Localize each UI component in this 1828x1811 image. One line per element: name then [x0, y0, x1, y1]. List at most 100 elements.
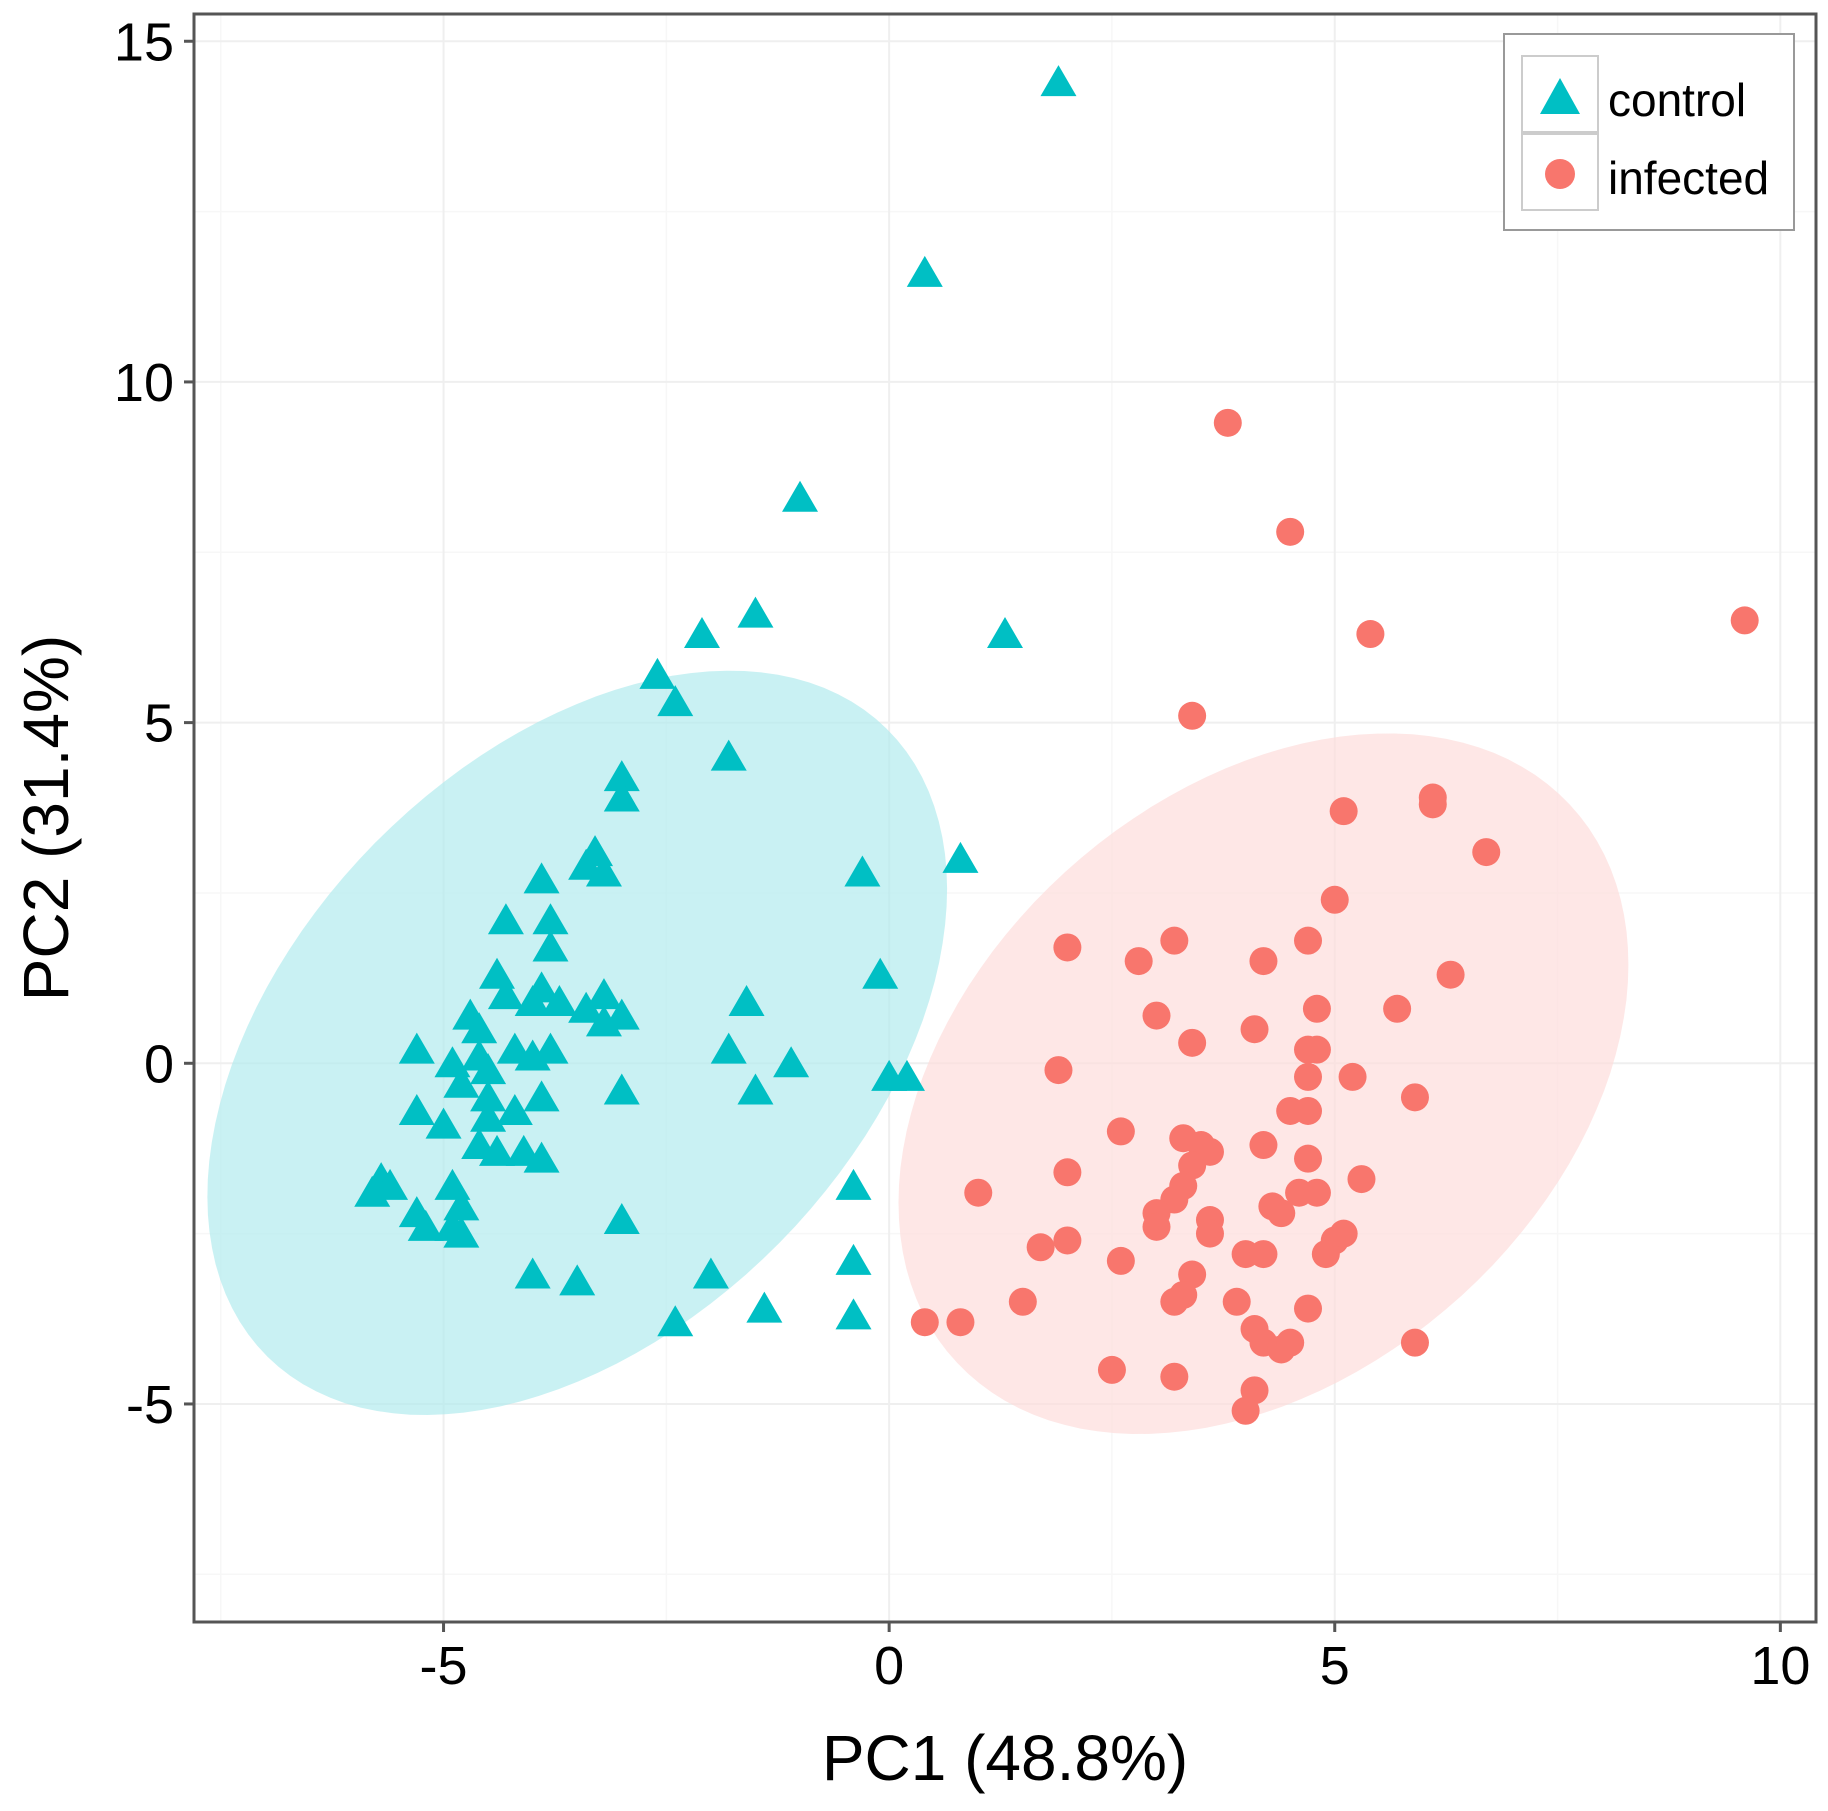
point-control — [523, 1141, 560, 1173]
x-axis-ticks: -5 0 5 10 — [420, 1622, 1810, 1696]
point-infected — [1142, 1212, 1171, 1241]
point-control — [603, 780, 640, 812]
point-infected — [1472, 838, 1501, 867]
point-infected — [1249, 947, 1278, 976]
point-control — [354, 1175, 391, 1207]
point-control — [657, 685, 694, 717]
point-control — [603, 998, 640, 1030]
point-infected — [1097, 1355, 1126, 1384]
point-control — [835, 1243, 872, 1275]
point-control — [514, 984, 551, 1016]
point-infected — [1400, 1083, 1429, 1112]
point-control — [407, 1209, 444, 1241]
point-control — [683, 617, 720, 649]
point-control — [470, 1053, 507, 1085]
point-infected — [1294, 1144, 1323, 1173]
point-control — [568, 991, 605, 1023]
x-tick-label: -5 — [420, 1636, 468, 1696]
point-infected — [1730, 606, 1759, 635]
legend-label-infected: infected — [1608, 152, 1769, 204]
point-control — [773, 1046, 810, 1078]
point-infected — [1294, 926, 1323, 955]
point-control — [523, 862, 560, 894]
point-infected — [1240, 1015, 1269, 1044]
point-control — [443, 1066, 480, 1098]
x-axis-title: PC1 (48.8%) — [822, 1722, 1188, 1794]
point-infected — [1329, 797, 1358, 826]
y-axis-title: PC2 (31.4%) — [10, 635, 82, 1001]
point-control — [657, 1305, 694, 1337]
point-infected — [1053, 933, 1082, 962]
x-tick-label: 5 — [1320, 1636, 1350, 1696]
point-control — [585, 978, 622, 1010]
point-infected — [1276, 517, 1305, 546]
point-infected — [1294, 1062, 1323, 1091]
point-control — [541, 984, 578, 1016]
point-infected — [1356, 620, 1385, 649]
point-control — [942, 841, 979, 873]
point-infected — [1267, 1199, 1296, 1228]
point-control — [603, 1073, 640, 1105]
point-infected — [1008, 1287, 1037, 1316]
point-control — [398, 1032, 435, 1064]
point-infected — [1222, 1287, 1251, 1316]
point-infected — [1329, 1219, 1358, 1248]
point-control — [746, 1291, 783, 1323]
point-infected — [1383, 994, 1412, 1023]
point-control — [514, 1257, 551, 1289]
y-tick-label: 10 — [114, 353, 174, 413]
point-control — [559, 1264, 596, 1296]
point-control — [603, 760, 640, 792]
point-control — [398, 1093, 435, 1125]
point-infected — [1178, 1028, 1207, 1057]
point-infected — [1276, 1328, 1305, 1357]
point-infected — [1026, 1233, 1055, 1262]
point-control — [603, 1203, 640, 1234]
point-infected — [1249, 1240, 1278, 1269]
point-control — [1040, 65, 1077, 97]
point-control — [470, 1100, 507, 1132]
point-control — [639, 657, 676, 689]
point-infected — [910, 1308, 939, 1337]
point-control — [737, 596, 774, 628]
legend-control-triangle-icon — [1540, 78, 1580, 114]
legend-infected-circle-icon — [1545, 159, 1575, 189]
x-tick-label: 0 — [874, 1636, 904, 1696]
point-control — [728, 984, 765, 1016]
point-infected — [1302, 1035, 1331, 1064]
point-infected — [1160, 1362, 1189, 1391]
ellipse-infected — [898, 733, 1629, 1434]
point-control — [782, 480, 819, 512]
point-infected — [1178, 701, 1207, 730]
point-control — [532, 930, 569, 962]
point-infected — [1213, 408, 1242, 437]
point-infected — [1249, 1131, 1278, 1160]
point-infected — [1053, 1226, 1082, 1255]
point-control — [532, 1032, 569, 1064]
y-axis-ticks: -5 0 5 10 15 — [114, 12, 194, 1435]
legend: control infected — [1503, 33, 1795, 231]
point-infected — [1320, 885, 1349, 914]
point-control — [862, 957, 899, 989]
point-infected — [1160, 1287, 1189, 1316]
y-tick-label: 15 — [114, 12, 174, 72]
point-infected — [1231, 1396, 1260, 1425]
point-infected — [1311, 1240, 1340, 1269]
point-control — [692, 1257, 729, 1289]
point-control — [710, 1032, 747, 1064]
point-infected — [1160, 926, 1189, 955]
point-control — [888, 1059, 925, 1091]
point-infected — [1142, 1001, 1171, 1030]
point-infected — [1124, 947, 1153, 976]
point-infected — [1400, 1328, 1429, 1357]
point-control — [523, 1080, 560, 1112]
point-control — [585, 855, 622, 887]
point-control — [737, 1073, 774, 1105]
legend-label-control: control — [1608, 74, 1746, 126]
y-tick-label: 0 — [144, 1034, 174, 1094]
point-control — [710, 739, 747, 771]
point-infected — [1347, 1165, 1376, 1194]
point-control — [461, 1012, 498, 1044]
point-infected — [1302, 994, 1331, 1023]
point-control — [487, 903, 524, 935]
